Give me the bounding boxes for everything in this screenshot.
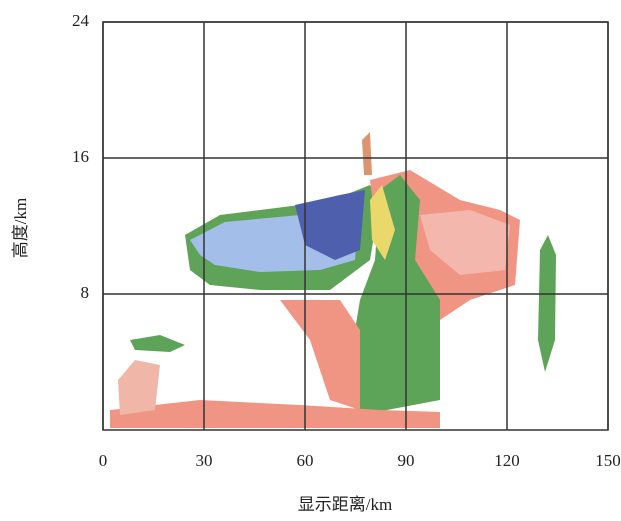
y-tick-label: 24: [72, 11, 90, 30]
x-tick-label: 90: [398, 451, 415, 470]
x-tick-label: 120: [494, 451, 520, 470]
x-tick-label: 150: [595, 451, 621, 470]
chart: 高度/km 显示距离/km 0 30 60 90 120 150 8 16 24: [0, 0, 621, 521]
x-tick-label: 60: [297, 451, 314, 470]
y-tick-label: 8: [81, 283, 90, 302]
x-tick-label: 0: [99, 451, 108, 470]
x-axis-label: 显示距离/km: [298, 495, 392, 514]
y-axis-label: 高度/km: [11, 198, 30, 258]
y-tick-label: 16: [72, 147, 89, 166]
x-tick-label: 30: [196, 451, 213, 470]
